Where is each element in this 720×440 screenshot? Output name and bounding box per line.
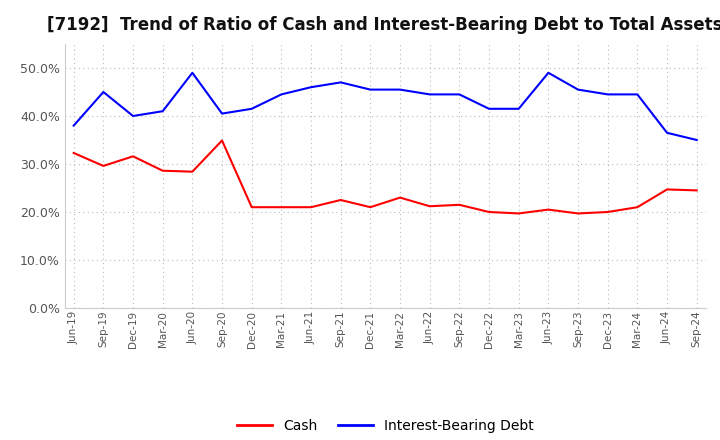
Legend: Cash, Interest-Bearing Debt: Cash, Interest-Bearing Debt <box>231 413 539 438</box>
Title: [7192]  Trend of Ratio of Cash and Interest-Bearing Debt to Total Assets: [7192] Trend of Ratio of Cash and Intere… <box>48 16 720 34</box>
